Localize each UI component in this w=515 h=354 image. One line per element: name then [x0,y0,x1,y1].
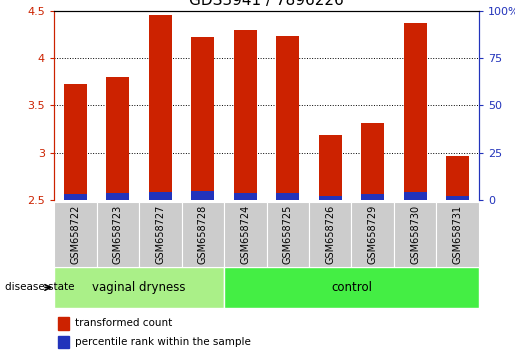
Bar [276,36,299,200]
Bar [64,84,87,200]
Bar [149,193,172,200]
Text: GSM658725: GSM658725 [283,205,293,264]
Text: GSM658729: GSM658729 [368,205,377,264]
Bar [319,196,342,200]
Bar [139,202,182,267]
Bar [106,77,129,200]
Text: vaginal dryness: vaginal dryness [92,281,186,294]
Bar [404,23,427,200]
Bar [446,155,469,200]
Bar [446,196,469,200]
Text: GSM658726: GSM658726 [325,205,335,264]
Bar [149,15,172,200]
Bar [276,193,299,200]
Bar [224,202,267,267]
Text: transformed count: transformed count [75,318,173,329]
Text: percentile rank within the sample: percentile rank within the sample [75,337,251,347]
Text: GSM658723: GSM658723 [113,205,123,264]
Bar [361,123,384,200]
Text: GSM658731: GSM658731 [453,205,462,264]
Bar [309,202,351,267]
Bar [54,267,224,308]
Title: GDS3941 / 7896226: GDS3941 / 7896226 [189,0,344,8]
Bar [182,202,224,267]
Text: GSM658722: GSM658722 [71,205,80,264]
Text: disease state: disease state [5,282,75,292]
Bar [234,193,257,200]
Bar [58,336,69,348]
Bar [224,267,479,308]
Bar [97,202,139,267]
Text: GSM658727: GSM658727 [156,205,165,264]
Bar [394,202,437,267]
Bar [361,194,384,200]
Bar [58,317,69,330]
Text: GSM658728: GSM658728 [198,205,208,264]
Text: GSM658724: GSM658724 [241,205,250,264]
Bar [404,193,427,200]
Text: control: control [331,281,372,294]
Bar [319,135,342,200]
Bar [106,193,129,200]
Bar [352,202,394,267]
Bar [191,37,214,200]
Text: GSM658730: GSM658730 [410,205,420,264]
Bar [267,202,309,267]
Bar [64,194,87,200]
Bar [234,30,257,200]
Bar [191,192,214,200]
Bar [54,202,97,267]
Bar [436,202,479,267]
